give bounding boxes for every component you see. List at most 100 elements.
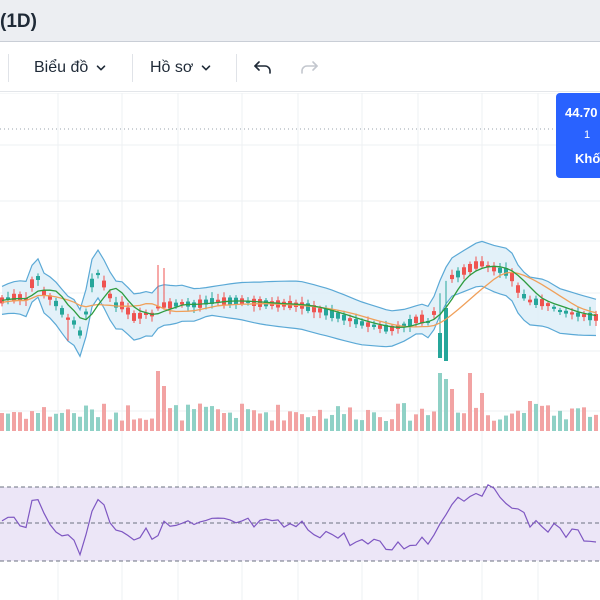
candle-body [120, 301, 124, 310]
volume-bar [210, 406, 214, 431]
volume-bar [138, 418, 142, 431]
candle-body [72, 320, 76, 325]
candle-body [420, 314, 424, 324]
volume-bar [198, 403, 202, 431]
volume-bar [222, 413, 226, 431]
candle-body [318, 308, 322, 313]
candle-body [444, 308, 448, 361]
volume-bar [342, 414, 346, 431]
volume-bar [126, 405, 130, 431]
candle-body [90, 278, 94, 288]
candle-body [528, 299, 532, 303]
bollinger-upper-band [1, 240, 597, 312]
volume-bar [564, 419, 568, 431]
candle-body [252, 298, 256, 306]
volume-bar [456, 412, 460, 431]
volume-bar [480, 393, 484, 431]
candle-body [510, 272, 514, 282]
candle-body [402, 323, 406, 327]
volume-bar [120, 420, 124, 431]
stock-chart[interactable] [0, 93, 600, 600]
volume-bar [174, 405, 178, 431]
candle-body [450, 274, 454, 280]
volume-bar [78, 416, 82, 431]
volume-bar [450, 389, 454, 431]
price-badge-count: 1 [584, 129, 591, 141]
moving-average-long [1, 271, 597, 328]
volume-bar [576, 408, 580, 431]
chart-menu-button[interactable]: Biểu đồ [30, 53, 110, 83]
chevron-down-icon [202, 65, 211, 71]
profile-menu-button[interactable]: Hồ sơ [146, 53, 215, 83]
volume-bar [444, 379, 448, 431]
candle-body [594, 314, 598, 321]
volume-bar [42, 407, 46, 431]
volume-bar [48, 416, 52, 431]
volume-bar [432, 411, 436, 431]
volume-bar [360, 420, 364, 431]
volume-bar [408, 420, 412, 431]
candle-body [30, 279, 34, 289]
candle-body [582, 314, 586, 318]
volume-bar [438, 373, 442, 431]
volume-bar [288, 411, 292, 431]
candle-body [12, 293, 16, 302]
candle-body [324, 308, 328, 316]
undo-icon[interactable] [250, 55, 276, 81]
volume-bar [30, 411, 34, 431]
candle-body [408, 319, 412, 327]
candle-body [336, 312, 340, 319]
volume-bar [228, 412, 232, 431]
volume-bar [72, 413, 76, 431]
candle-body [42, 290, 46, 296]
candle-body [564, 310, 568, 314]
volume-bar [318, 409, 322, 431]
candle-body [474, 261, 478, 269]
candle-body [504, 268, 508, 276]
bollinger-fill [2, 241, 596, 357]
volume-bar [108, 419, 112, 431]
volume-bar [474, 407, 478, 431]
redo-icon[interactable] [296, 55, 322, 81]
candle-body [0, 297, 4, 304]
rsi-line [1, 483, 597, 557]
volume-bar [372, 412, 376, 431]
candle-body [384, 324, 388, 332]
volume-bar [66, 409, 70, 431]
candle-body [432, 311, 436, 315]
volume-bar [498, 419, 502, 431]
candle-body [540, 299, 544, 307]
toolbar-divider [8, 54, 9, 82]
candle-body [96, 272, 100, 276]
candle-body [102, 280, 106, 288]
candle-body [348, 318, 352, 322]
candle-body [138, 312, 142, 319]
volume-bar [414, 414, 418, 431]
volume-bar [336, 406, 340, 431]
chart-menu-label: Biểu đồ [34, 59, 89, 76]
volume-bar [462, 413, 466, 431]
rsi-pane [0, 483, 600, 562]
volume-bar [6, 413, 10, 431]
chart-canvas[interactable] [0, 93, 600, 600]
candle-body [552, 306, 556, 309]
volume-bar [186, 404, 190, 431]
volume-bar [396, 403, 400, 431]
volume-bar [12, 412, 16, 431]
volume-bar [492, 420, 496, 431]
chart-interval-title: (1D) [0, 11, 37, 32]
volume-bar [366, 409, 370, 431]
volume-bar [90, 409, 94, 431]
candle-body [258, 299, 262, 307]
volume-bar [144, 419, 148, 431]
candle-body [366, 322, 370, 327]
price-badge-volume-label: Khố [575, 151, 600, 166]
candle-body [78, 330, 82, 336]
moving-averages [1, 265, 597, 328]
candle-body [438, 333, 442, 358]
candle-body [498, 267, 502, 273]
candle-body [480, 261, 484, 267]
volume-bar [390, 419, 394, 431]
volume-bar [216, 409, 220, 431]
candle-body [558, 309, 562, 313]
